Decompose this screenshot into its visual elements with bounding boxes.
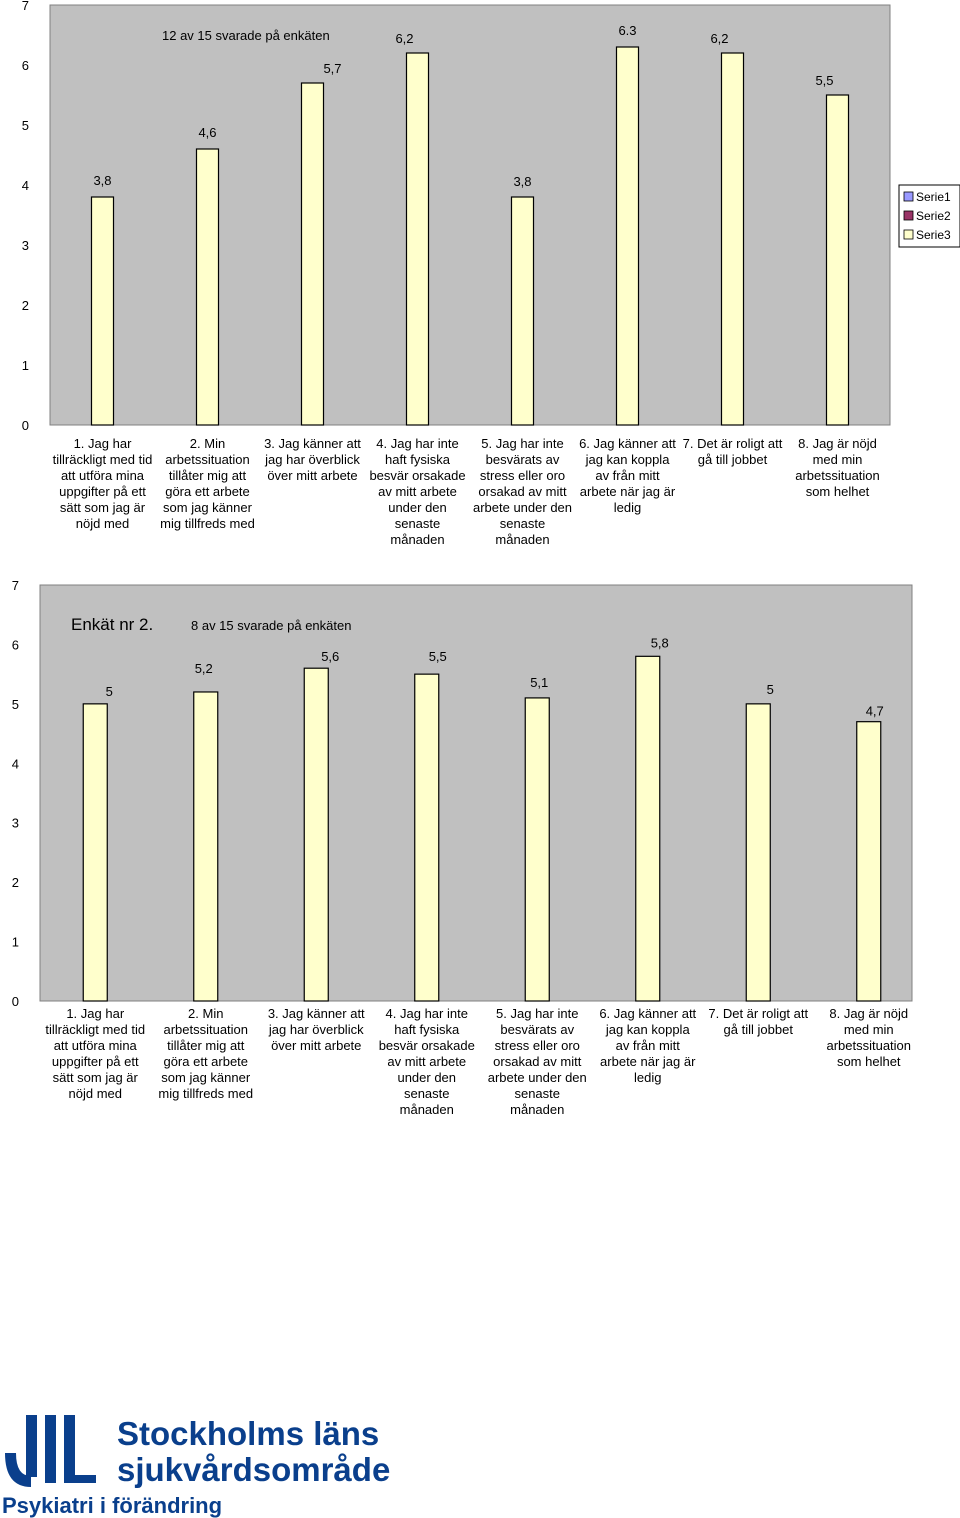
- category-label: 4. Jag har inte haft fysiska besvär orsaka…: [379, 1006, 475, 1117]
- plot-area: [49, 4, 891, 426]
- bar: [414, 673, 440, 1002]
- y-tick-label: 3: [12, 816, 19, 831]
- bar: [303, 667, 329, 1002]
- category-label: 6. Jag känner att jag kan koppla av från m…: [579, 436, 676, 515]
- category-label: 7. Det är roligt att gå till jobbet: [708, 1006, 808, 1037]
- category-labels: 1. Jag har tillräckligt med tid att utföra…: [45, 1006, 911, 1117]
- data-label: 5,5: [429, 649, 447, 664]
- data-labels: 5 5,2 5,6 5,5 5,1 5,8 5 4,7: [106, 635, 884, 718]
- chart-1: 12 av 15 svarade på enkäten 0 1 2 3 4 5 6 7 3,8…: [22, 0, 960, 547]
- legend-swatch-serie2: [903, 210, 914, 221]
- category-label: 8. Jag är nöjd med min arbetssituation som …: [795, 436, 880, 499]
- chart-annotation: 8 av 15 svarade på enkäten: [191, 618, 351, 633]
- chart-title: Enkät nr 2.: [71, 615, 153, 634]
- bar: [524, 697, 550, 1002]
- bar: [825, 94, 850, 426]
- y-tick-label: 0: [12, 994, 19, 1009]
- data-label: 6,2: [395, 31, 413, 46]
- chart-2: Enkät nr 2. 8 av 15 svarade på enkäten 0…: [12, 578, 913, 1117]
- data-label: 5: [767, 682, 774, 697]
- category-label: 5. Jag har inte besvärats av stress eller …: [473, 436, 572, 547]
- category-label: 3. Jag känner att jag har överblick över m…: [268, 1006, 365, 1053]
- bars: [90, 46, 850, 426]
- category-label: 4. Jag har inte haft fysiska besvär orsaka…: [369, 436, 465, 547]
- legend-label-serie3: Serie3: [916, 228, 951, 242]
- data-label: 5,7: [323, 61, 341, 76]
- plot-area: [39, 584, 913, 1002]
- bar: [635, 655, 661, 1002]
- y-tick-label: 3: [22, 238, 29, 253]
- y-tick-label: 1: [12, 935, 19, 950]
- logo-line-2: sjukvårdsområde: [117, 1451, 390, 1488]
- data-label: 3,8: [513, 174, 531, 189]
- y-tick-label: 4: [22, 178, 29, 193]
- y-tick-label: 2: [22, 298, 29, 313]
- data-label: 6.3: [618, 23, 636, 38]
- chart-annotation: 12 av 15 svarade på enkäten: [162, 28, 330, 43]
- data-label: 3,8: [93, 173, 111, 188]
- data-label: 5,1: [530, 675, 548, 690]
- bar: [90, 196, 115, 426]
- legend-label-serie2: Serie2: [916, 209, 951, 223]
- organization-logo: Stockholms läns sjukvårdsområde Psykiatr…: [2, 1415, 390, 1518]
- data-label: 5: [106, 684, 113, 699]
- legend-label-serie1: Serie1: [916, 190, 951, 204]
- category-label: 6. Jag känner att jag kan koppla av från m…: [599, 1006, 696, 1085]
- y-tick-label: 4: [12, 756, 19, 771]
- y-axis-ticks: 0 1 2 3 4 5 6 7: [22, 0, 29, 433]
- y-tick-label: 5: [12, 697, 19, 712]
- category-label: 3. Jag känner att jag har överblick över m…: [264, 436, 361, 483]
- y-tick-label: 6: [12, 637, 19, 652]
- bar: [405, 52, 430, 426]
- bar: [193, 691, 219, 1002]
- logo-line-1: Stockholms läns: [117, 1415, 379, 1452]
- data-label: 5,5: [815, 73, 833, 88]
- data-label: 5,2: [195, 661, 213, 676]
- bars: [82, 655, 882, 1002]
- bar: [720, 52, 745, 426]
- category-label: 7. Det är roligt att gå till jobbet: [683, 436, 783, 467]
- data-label: 4,7: [866, 704, 884, 719]
- y-tick-label: 2: [12, 875, 19, 890]
- y-tick-label: 7: [22, 0, 29, 13]
- bar: [82, 703, 108, 1002]
- category-label: 1. Jag har tillräckligt med tid att utföra…: [53, 436, 153, 531]
- y-axis-ticks: 0 1 2 3 4 5 6 7: [12, 578, 19, 1009]
- bar: [510, 196, 535, 426]
- legend-swatch-serie3: [903, 229, 914, 240]
- legend-swatch-serie1: [903, 191, 914, 202]
- data-label: 5,8: [651, 635, 669, 650]
- y-tick-label: 7: [12, 578, 19, 593]
- y-tick-label: 5: [22, 118, 29, 133]
- y-tick-label: 6: [22, 58, 29, 73]
- data-label: 4,6: [198, 125, 216, 140]
- bar: [300, 82, 325, 426]
- category-label: 8. Jag är nöjd med min arbetssituation som …: [826, 1006, 911, 1069]
- bar: [856, 721, 882, 1002]
- category-label: 1. Jag har tillräckligt med tid att utföra…: [45, 1006, 145, 1101]
- category-label: 5. Jag har inte besvärats av stress eller …: [488, 1006, 587, 1117]
- logo-tagline: Psykiatri i förändring: [2, 1493, 222, 1518]
- y-tick-label: 1: [22, 358, 29, 373]
- category-labels: 1. Jag har tillräckligt med tid att utföra…: [53, 436, 880, 547]
- bar: [195, 148, 220, 426]
- data-label: 5,6: [321, 649, 339, 664]
- data-label: 6,2: [710, 31, 728, 46]
- bar: [745, 703, 771, 1002]
- category-label: 2. Min arbetssituation tillåter mig att gör…: [160, 436, 255, 531]
- data-labels: 3,8 4,6 5,7 6,2 3,8 6.3 6,2 5,5: [93, 23, 833, 189]
- bar: [615, 46, 640, 426]
- y-tick-label: 0: [22, 418, 29, 433]
- category-label: 2. Min arbetssituation tillåter mig att gör…: [158, 1006, 253, 1101]
- sll-mark-icon: [5, 1415, 96, 1487]
- legend: Serie1 Serie2 Serie3: [898, 184, 960, 248]
